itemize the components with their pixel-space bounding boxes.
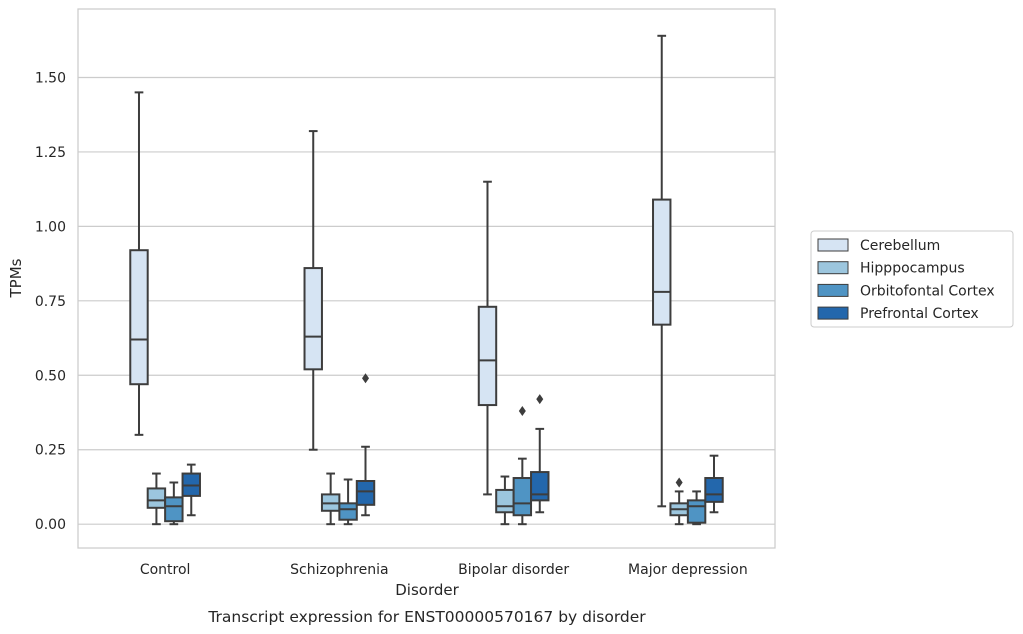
legend-label: Cerebellum <box>860 238 940 254</box>
box-plot <box>146 472 167 526</box>
y-tick-label: 1.00 <box>35 219 66 235</box>
x-tick-label: Schizophrenia <box>290 562 388 578</box>
box-body <box>129 249 149 386</box>
legend-label: Hipppocampus <box>860 261 965 277</box>
box-body <box>652 198 672 326</box>
y-tick-label: 0.50 <box>35 368 66 384</box>
x-tick-label: Bipolar disorder <box>458 562 569 578</box>
legend-label: Orbitofontal Cortex <box>860 283 995 299</box>
box-plot <box>303 130 323 451</box>
box-body <box>686 499 707 524</box>
box-body <box>530 471 550 502</box>
box-plot <box>320 472 341 526</box>
grid-lines <box>78 76 775 525</box>
box-plot <box>338 478 358 526</box>
legend-swatch <box>817 238 849 252</box>
box-body <box>338 502 358 521</box>
box-body <box>164 496 184 523</box>
box-plot <box>495 475 515 526</box>
box-plot <box>181 463 201 517</box>
x-tick-label: Control <box>140 562 191 578</box>
box-plot <box>686 490 707 526</box>
box-plot <box>164 481 184 526</box>
plot-frame <box>77 8 776 549</box>
box-body <box>303 267 323 371</box>
outlier-point <box>536 394 544 405</box>
y-tick-label: 1.50 <box>35 70 66 86</box>
box-plots <box>129 34 724 526</box>
box-body <box>355 479 376 506</box>
x-axis-ticks: Control Schizophrenia Bipolar disorder Majo… <box>140 562 748 578</box>
box-body <box>512 477 533 517</box>
chart-caption: Transcript expression for ENST0000057016… <box>207 608 646 626</box>
box-body <box>146 487 167 509</box>
x-axis-title: Disorder <box>395 581 459 599</box>
legend-frame <box>810 230 1014 328</box>
box-body <box>495 488 515 514</box>
legend-swatch <box>817 261 849 275</box>
outlier-point <box>518 406 526 417</box>
outlier-point <box>675 477 683 488</box>
box-plot <box>512 406 533 526</box>
legend-label: Prefrontal Cortex <box>860 306 979 322</box>
box-body <box>704 477 724 503</box>
box-plot <box>129 91 149 436</box>
box-plot <box>652 34 672 508</box>
legend-swatch <box>817 306 849 320</box>
legend-swatch <box>817 283 849 297</box>
box-plot <box>355 373 376 517</box>
box-plot <box>669 477 689 526</box>
outlier-point <box>362 373 370 384</box>
y-tick-label: 0.25 <box>35 443 66 459</box>
box-plot <box>477 180 498 496</box>
y-tick-label: 0.00 <box>35 517 66 533</box>
y-tick-label: 0.75 <box>35 294 66 310</box>
box-body <box>477 305 498 407</box>
legend: Cerebellum Hipppocampus Orbitofontal Corte… <box>810 230 1014 328</box>
box-plot <box>530 394 550 514</box>
box-plot <box>704 454 724 514</box>
y-tick-label: 1.25 <box>35 145 66 161</box>
y-axis-title: TPMs <box>7 258 25 298</box>
x-tick-label: Major depression <box>628 562 748 578</box>
y-axis-ticks: 0.00 0.25 0.50 0.75 1.00 1.25 1.50 <box>35 70 66 533</box>
